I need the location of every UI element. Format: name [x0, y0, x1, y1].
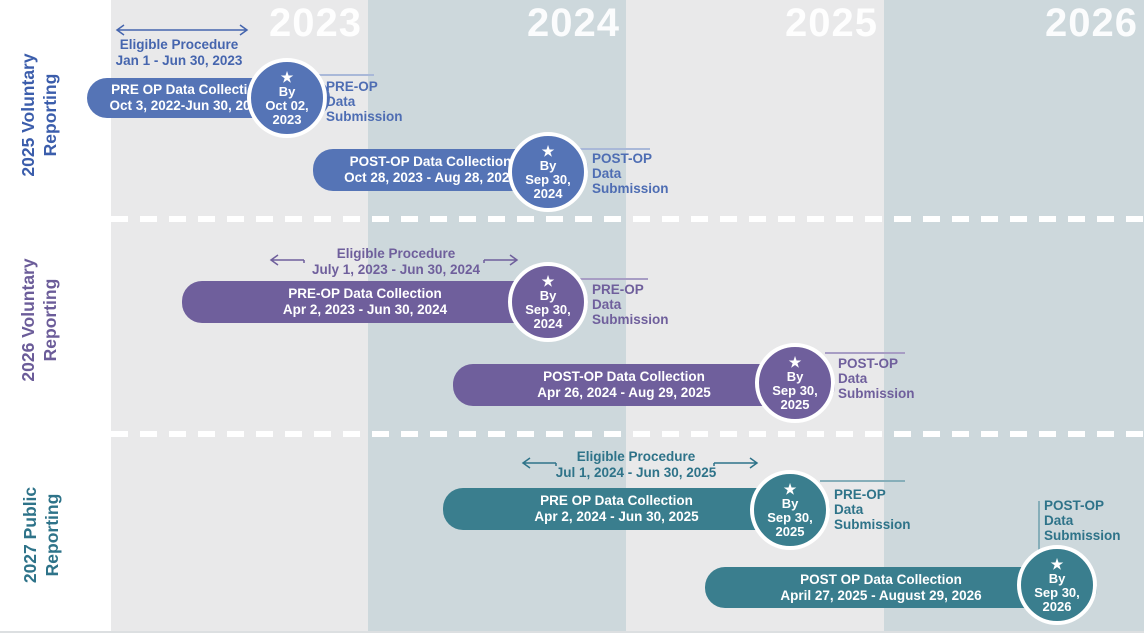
milestone-year: 2025 — [780, 396, 810, 412]
bar-dates: Oct 28, 2023 - Aug 28, 2024 — [344, 170, 517, 185]
bottom-border — [0, 631, 1144, 633]
submission-line: Submission — [1044, 528, 1121, 543]
milestone-year: 2026 — [1042, 598, 1072, 614]
bar-title: PRE OP Data Collection — [540, 493, 693, 508]
eligible-procedure-title: Eligible Procedure — [576, 449, 696, 464]
milestone-by: By — [781, 495, 799, 511]
year-header-2025: 2025 — [785, 1, 878, 45]
submission-line: Submission — [838, 386, 915, 401]
eligible-procedure-dates: Jul 1, 2024 - Jun 30, 2025 — [555, 465, 717, 480]
milestone-year: 2024 — [533, 315, 563, 331]
post-op-deadline-milestone: ★ By Sep 30, 2025 — [755, 343, 835, 423]
eligible-range-arrow-left-icon — [520, 456, 558, 474]
milestone-date: Oct 02, — [265, 97, 309, 113]
milestone-connector-line — [820, 480, 905, 482]
milestone-year: 2024 — [533, 185, 563, 201]
milestone-by: By — [1048, 570, 1066, 586]
year-header-2023: 2023 — [269, 1, 362, 45]
eligible-procedure-label: Eligible Procedure Jan 1 - Jun 30, 2023 — [104, 37, 254, 69]
bar-dates: Apr 2, 2024 - Jun 30, 2025 — [534, 509, 699, 524]
post-op-submission-label: POST-OP Data Submission — [838, 356, 915, 401]
bar-dates: April 27, 2025 - August 29, 2026 — [780, 587, 982, 603]
pre-op-submission-label: PRE-OP Data Submission — [592, 282, 669, 327]
bar-dates: Apr 26, 2024 - Aug 29, 2025 — [537, 385, 711, 400]
submission-line: PRE-OP — [592, 282, 644, 297]
milestone-year: 2023 — [272, 111, 302, 127]
section-label-2026-voluntary: 2026 Voluntary Reporting — [18, 258, 60, 382]
post-op-submission-label: POST-OP Data Submission — [1044, 498, 1121, 543]
submission-line: Data — [838, 371, 868, 386]
pre-op-deadline-milestone: ★ By Sep 30, 2025 — [750, 470, 830, 550]
milestone-connector-line — [578, 148, 650, 150]
bar-title: POST-OP Data Collection — [349, 154, 512, 169]
section-label-2027-public: 2027 Public Reporting — [20, 486, 62, 584]
milestone-date: Sep 30, — [525, 301, 571, 317]
year-header-2026: 2026 — [1045, 1, 1138, 45]
eligible-range-arrow-right-icon — [712, 456, 760, 474]
submission-line: POST-OP — [1044, 498, 1105, 513]
bar-title: PRE-OP Data Collection — [288, 286, 442, 301]
submission-line: POST-OP — [838, 356, 899, 371]
submission-line: Data — [834, 502, 864, 517]
submission-line: Data — [1044, 513, 1074, 528]
eligible-procedure-dates: Jan 1 - Jun 30, 2023 — [115, 53, 243, 68]
milestone-by: By — [539, 157, 557, 173]
row-separator-1 — [111, 216, 1144, 222]
milestone-connector-line — [312, 74, 374, 76]
star-icon: ★ — [541, 272, 555, 289]
star-icon: ★ — [541, 142, 555, 159]
milestone-date: Sep 30, — [767, 509, 813, 525]
pre-op-deadline-milestone: ★ By Sep 30, 2024 — [508, 262, 588, 342]
milestone-date: Sep 30, — [525, 171, 571, 187]
milestone-by: By — [278, 83, 296, 99]
eligible-procedure-label: Eligible Procedure July 1, 2023 - Jun 30… — [300, 246, 492, 278]
star-icon: ★ — [783, 480, 797, 497]
bar-title: PRE OP Data Collection — [111, 82, 264, 97]
milestone-connector-line — [578, 278, 648, 280]
row-separator-2 — [111, 431, 1144, 437]
milestone-connector-line — [825, 352, 905, 354]
eligible-range-arrow-right-icon — [482, 253, 520, 271]
submission-line: Data — [592, 297, 622, 312]
milestone-year: 2025 — [775, 523, 805, 539]
post-op-deadline-milestone: ★ By Sep 30, 2024 — [508, 132, 588, 212]
pre-op-submission-label: PRE-OP Data Submission — [834, 487, 911, 532]
submission-line: POST-OP — [592, 151, 653, 166]
milestone-by: By — [539, 287, 557, 303]
submission-line: Submission — [834, 517, 911, 532]
pre-op-deadline-milestone: ★ By Oct 02, 2023 — [247, 58, 327, 138]
eligible-procedure-title: Eligible Procedure — [119, 37, 239, 52]
milestone-by: By — [786, 368, 804, 384]
star-icon: ★ — [1050, 555, 1064, 572]
eligible-procedure-label: Eligible Procedure Jul 1, 2024 - Jun 30,… — [543, 449, 729, 481]
bar-title: POST-OP Data Collection — [543, 369, 705, 384]
submission-line: PRE-OP — [326, 79, 378, 94]
bar-dates: Oct 3, 2022-Jun 30, 2023 — [109, 98, 266, 113]
post-op-submission-label: POST-OP Data Submission — [592, 151, 669, 196]
section-label-2025-voluntary: 2025 Voluntary Reporting — [18, 53, 60, 177]
column-2026: 2026 — [884, 0, 1144, 631]
star-icon: ★ — [788, 353, 802, 370]
bar-title: POST OP Data Collection — [800, 571, 962, 587]
eligible-range-arrow-left-icon — [268, 253, 306, 271]
eligible-range-arrow-icon — [114, 23, 250, 41]
eligible-procedure-title: Eligible Procedure — [336, 246, 456, 261]
submission-line: Submission — [592, 312, 669, 327]
star-icon: ★ — [280, 68, 294, 85]
submission-line: Submission — [326, 109, 403, 124]
year-header-2024: 2024 — [527, 1, 620, 45]
submission-line: Data — [592, 166, 622, 181]
milestone-connector-line — [1038, 501, 1040, 551]
milestone-date: Sep 30, — [772, 382, 818, 398]
submission-line: Submission — [592, 181, 669, 196]
milestone-date: Sep 30, — [1034, 584, 1080, 600]
submission-line: Data — [326, 94, 356, 109]
pre-op-submission-label: PRE-OP Data Submission — [326, 79, 403, 124]
submission-line: PRE-OP — [834, 487, 886, 502]
post-op-deadline-milestone: ★ By Sep 30, 2026 — [1017, 545, 1097, 625]
bar-dates: Apr 2, 2023 - Jun 30, 2024 — [282, 302, 448, 317]
eligible-procedure-dates: July 1, 2023 - Jun 30, 2024 — [311, 262, 481, 277]
